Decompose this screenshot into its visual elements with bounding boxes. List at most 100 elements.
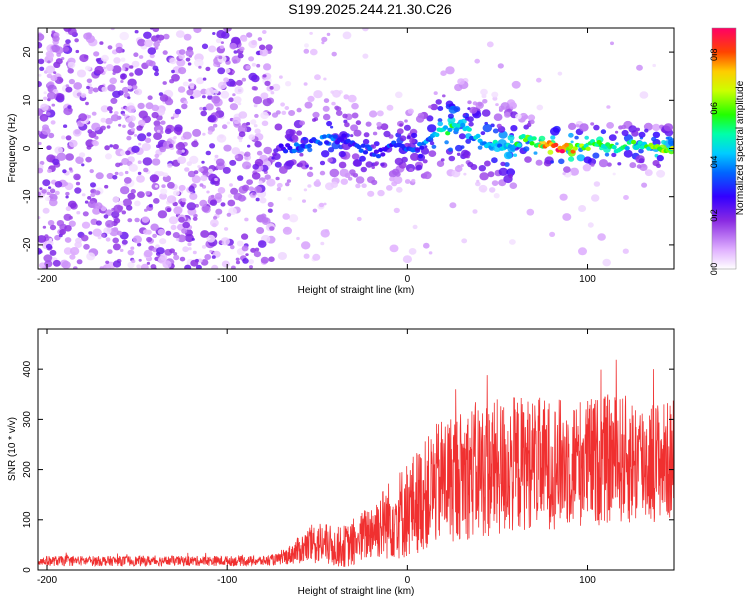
heatmap-cell xyxy=(377,189,385,197)
heatmap-cell xyxy=(638,158,645,164)
heatmap-ridge-cell xyxy=(291,148,297,154)
heatmap-cell xyxy=(101,86,108,92)
heatmap-cell xyxy=(309,166,313,170)
heatmap-cell xyxy=(200,175,208,182)
heatmap-cell xyxy=(475,181,481,187)
heatmap-cell xyxy=(81,221,91,229)
heatmap-ridge-cell xyxy=(367,146,373,152)
snr-frame xyxy=(37,328,675,571)
heatmap-cell xyxy=(332,89,341,98)
colorbar-tick-label: 0.2 xyxy=(709,209,719,222)
heatmap-cell xyxy=(331,101,336,106)
heatmap-cell xyxy=(386,104,394,111)
heatmap-cell xyxy=(120,57,126,62)
heatmap-ridge-cell xyxy=(341,133,347,138)
heatmap-cell xyxy=(656,169,666,178)
heatmap-cell xyxy=(151,174,159,182)
heatmap-cell xyxy=(214,192,223,200)
heatmap-cell xyxy=(127,249,135,256)
heatmap-cell xyxy=(362,53,369,59)
heatmap-cell xyxy=(177,156,187,165)
heatmap-cell xyxy=(112,72,116,75)
heatmap-cell xyxy=(175,30,185,38)
heatmap-cell xyxy=(500,102,510,110)
heatmap-cell xyxy=(529,119,535,125)
heatmap-cell xyxy=(253,86,258,91)
heatmap-cell xyxy=(52,158,60,165)
heatmap-cell xyxy=(638,131,646,138)
heatmap-cell xyxy=(145,191,151,196)
heatmap-cell xyxy=(442,94,446,98)
heatmap-cell xyxy=(435,99,442,105)
heatmap-cell xyxy=(167,181,175,189)
heatmap-cell xyxy=(38,130,42,135)
heatmap-cell xyxy=(138,119,146,127)
heatmap-cell xyxy=(193,170,199,175)
heatmap-cell xyxy=(340,178,348,185)
heatmap-cell xyxy=(301,241,311,250)
heatmap-ridge-cell xyxy=(559,149,565,154)
heatmap-cell xyxy=(236,79,243,86)
x-tick-label: 0 xyxy=(405,274,411,285)
heatmap-cell xyxy=(236,240,244,247)
heatmap-ridge-cell xyxy=(557,145,563,151)
y-tick-label: 100 xyxy=(22,511,33,528)
heatmap-cell xyxy=(159,253,168,261)
figure-title: S199.2025.244.21.30.C26 xyxy=(288,1,452,17)
heatmap-cell xyxy=(130,189,136,194)
heatmap-ridge-cell xyxy=(332,134,338,139)
heatmap-cell xyxy=(192,250,197,255)
heatmap-cell xyxy=(411,132,418,139)
heatmap-cell xyxy=(396,128,404,135)
heatmap-cell xyxy=(246,179,254,186)
heatmap-cell xyxy=(69,247,80,256)
heatmap-cell xyxy=(550,127,560,136)
heatmap-ridge-cell xyxy=(520,134,527,139)
heatmap-cell xyxy=(214,154,219,159)
heatmap-cell xyxy=(41,115,48,122)
heatmap-cell xyxy=(120,150,126,156)
heatmap-ridge-cell xyxy=(531,136,537,141)
heatmap-cell xyxy=(105,64,114,71)
heatmap-cell xyxy=(202,77,207,81)
heatmap-cell xyxy=(65,206,72,212)
heatmap-cell xyxy=(509,182,518,189)
heatmap-cell xyxy=(144,208,148,212)
heatmap-cell xyxy=(507,134,515,141)
heatmap-cell xyxy=(615,142,619,146)
heatmap-cell xyxy=(367,190,375,197)
heatmap-ridge-cell xyxy=(466,127,472,132)
spectrogram-x-ticks: -200 -100 0 100 xyxy=(37,28,596,285)
heatmap-cell xyxy=(535,159,543,166)
heatmap-cell xyxy=(248,72,258,81)
heatmap-cell xyxy=(576,154,585,162)
heatmap-cell xyxy=(175,142,184,150)
heatmap-cell xyxy=(250,119,257,125)
heatmap-cell xyxy=(189,155,199,164)
heatmap-cell xyxy=(181,228,188,234)
heatmap-cell xyxy=(184,264,192,269)
heatmap-cell xyxy=(45,50,54,58)
heatmap-cell xyxy=(132,84,138,90)
heatmap-cell xyxy=(134,68,143,76)
heatmap-cell xyxy=(105,220,115,228)
heatmap-cell xyxy=(95,220,102,226)
heatmap-ridge-cell xyxy=(375,154,382,159)
heatmap-cell xyxy=(260,111,269,120)
heatmap-cell xyxy=(610,41,614,46)
heatmap-cell xyxy=(121,210,127,215)
heatmap-cell xyxy=(56,220,65,227)
heatmap-cell xyxy=(137,160,142,164)
heatmap-cell xyxy=(160,120,166,125)
heatmap-cell xyxy=(90,218,98,225)
heatmap-cell xyxy=(160,188,168,195)
heatmap-cell xyxy=(46,112,51,116)
heatmap-cell xyxy=(215,208,223,215)
heatmap-cell xyxy=(549,231,556,237)
heatmap-cell xyxy=(355,183,361,189)
heatmap-cell xyxy=(218,55,223,60)
heatmap-cell xyxy=(238,111,248,119)
heatmap-cell xyxy=(492,128,499,134)
heatmap-cell xyxy=(365,121,372,127)
heatmap-cell xyxy=(255,197,260,202)
